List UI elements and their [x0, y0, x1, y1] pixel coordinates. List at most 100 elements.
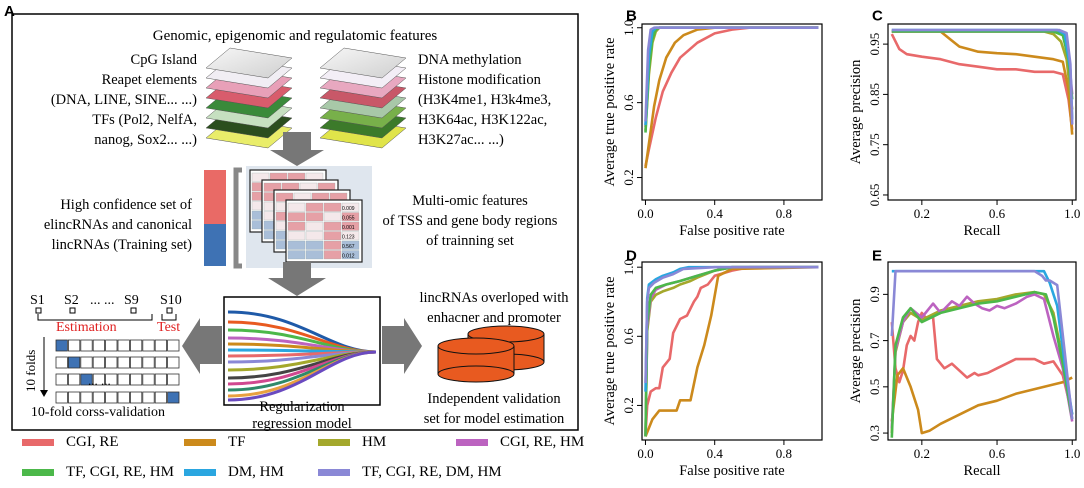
matrix-cell — [341, 240, 360, 250]
x-tick-label: 1.0 — [1064, 206, 1080, 221]
folds-label: 10 folds — [23, 350, 38, 392]
matrix-cell — [287, 212, 306, 222]
matrix-cell — [323, 250, 342, 260]
y-axis-label: Average true positive rate — [602, 276, 618, 425]
series-line — [644, 26, 819, 131]
multiomic-line: of TSS and gene body regions — [383, 213, 558, 229]
overlap-line: lincRNAs overloped with — [419, 290, 569, 306]
cv-fold-cell — [68, 391, 81, 404]
cv-fold-cell — [92, 391, 105, 404]
matrix-cell — [323, 240, 342, 250]
sample-label: ... ... — [90, 293, 115, 308]
legend-swatch — [22, 439, 54, 446]
cv-fold-cell — [154, 391, 167, 404]
series-line — [891, 28, 1074, 125]
y-tick-label: 0.75 — [867, 133, 882, 156]
y-tick-label: 0.6 — [621, 328, 636, 345]
cv-fold-cell — [55, 356, 68, 369]
left-feature-line: Reapet elements — [102, 72, 198, 88]
y-tick-label: 0.6 — [621, 94, 636, 111]
series-line — [890, 269, 1074, 420]
feature-matrix: 0.009 0.055 0.001 0.123 0.567 0.012 — [285, 199, 363, 263]
matrix-cell — [287, 221, 306, 231]
matrix-cell — [341, 250, 360, 260]
series-line — [890, 293, 1074, 429]
legend-item: HM — [318, 434, 386, 450]
series-line — [644, 26, 819, 122]
cv-fold-cell — [142, 373, 155, 386]
right-feature-line: DNA methylation — [418, 52, 522, 68]
right-feature-line: Histone modification — [418, 72, 542, 88]
plot-frame — [641, 261, 823, 441]
legend-label: TF, CGI, RE, HM — [66, 464, 174, 480]
panel-letter: D — [626, 247, 637, 264]
x-tick-label: 0.8 — [776, 206, 792, 221]
cv-fold-cell — [92, 339, 105, 352]
x-tick-label: 0.2 — [914, 206, 930, 221]
legend-label: TF, CGI, RE, DM, HM — [362, 464, 502, 480]
matrix-cell — [323, 221, 342, 231]
y-axis-label: Average precision — [848, 59, 864, 165]
cv-fold-cell — [92, 373, 105, 386]
sample-label: S2 — [64, 293, 79, 308]
y-tick-label: 0.7 — [867, 332, 882, 349]
y-tick-label: 0.9 — [867, 286, 882, 302]
series-line — [891, 30, 1074, 135]
multiomic-text: Multi-omic features of TSS and gene body… — [383, 193, 558, 249]
x-tick-label: 1.0 — [1064, 446, 1080, 461]
y-tick-label: 0.95 — [867, 33, 882, 56]
series-line — [890, 311, 1074, 415]
arrow-down-1 — [270, 132, 324, 166]
cv-fold-cell — [92, 356, 105, 369]
matrix-cell — [341, 212, 360, 222]
training-set-text: High confidence set of elincRNAs and can… — [44, 197, 192, 253]
panel-letter-a: A — [4, 3, 15, 20]
right-feature-line: H3K64ac, H3K122ac, — [418, 112, 547, 128]
matrix-cell — [341, 202, 360, 212]
sample-label: S9 — [124, 293, 139, 308]
cv-fold-cell — [105, 373, 118, 386]
chart-panel-c: C 0.2 0.6 1.0 0.65 0.75 0.85 0.95 Recall Average … — [848, 7, 1080, 239]
x-axis-label: Recall — [963, 463, 1000, 479]
cv-fold-cell — [142, 391, 155, 404]
regularization-path — [227, 350, 377, 402]
cv-fold-cell — [68, 339, 81, 352]
cv-fold-cell — [80, 356, 93, 369]
matrix-cell — [287, 202, 306, 212]
y-tick-label: 1.0 — [621, 259, 636, 275]
chart-panel-d: D 0.0 0.4 0.8 0.2 0.6 1.0 False positive rate Av… — [602, 247, 823, 479]
cv-grid — [55, 339, 180, 404]
matrix-cell — [275, 192, 294, 202]
legend-swatch — [318, 469, 350, 476]
estimation-bracket — [37, 314, 153, 321]
matrix-cell — [287, 231, 306, 241]
matrix-value: 0.567 — [342, 244, 355, 250]
y-tick-label: 0.5 — [867, 379, 882, 395]
cv-fold-cell — [80, 339, 93, 352]
cv-fold-cell — [105, 356, 118, 369]
cv-fold-cell — [154, 356, 167, 369]
multiomic-line: Multi-omic features — [412, 193, 528, 209]
series-line — [891, 30, 1074, 100]
y-axis-label: Average true positive rate — [602, 37, 618, 186]
training-line: elincRNAs and canonical — [44, 217, 192, 233]
plot-frame — [887, 23, 1077, 201]
left-feature-line: nanog, Sox2... ...) — [94, 132, 197, 148]
cv-fold-cell — [117, 356, 130, 369]
cv-fold-cell — [55, 339, 68, 352]
estimation-label: Estimation — [56, 320, 117, 335]
cv-fold-cell — [129, 356, 143, 369]
arrow-right — [382, 318, 422, 374]
legend-item: TF, CGI, RE, DM, HM — [318, 464, 502, 480]
model-label-line: Regularization — [259, 399, 345, 415]
independent-text: Independent validation set for model est… — [424, 391, 565, 427]
x-axis-label: Recall — [963, 223, 1000, 239]
overlap-text: lincRNAs overloped with enhacner and pro… — [419, 290, 569, 326]
training-line: lincRNAs (Training set) — [52, 237, 193, 253]
x-tick-label: 0.6 — [989, 446, 1006, 461]
legend-swatch — [184, 469, 216, 476]
cv-fold-cell — [55, 391, 68, 404]
matrix-cell — [305, 212, 324, 222]
series-line — [890, 366, 1073, 435]
right-feature-line: (H3K4me1, H3k4me3, — [418, 92, 551, 108]
